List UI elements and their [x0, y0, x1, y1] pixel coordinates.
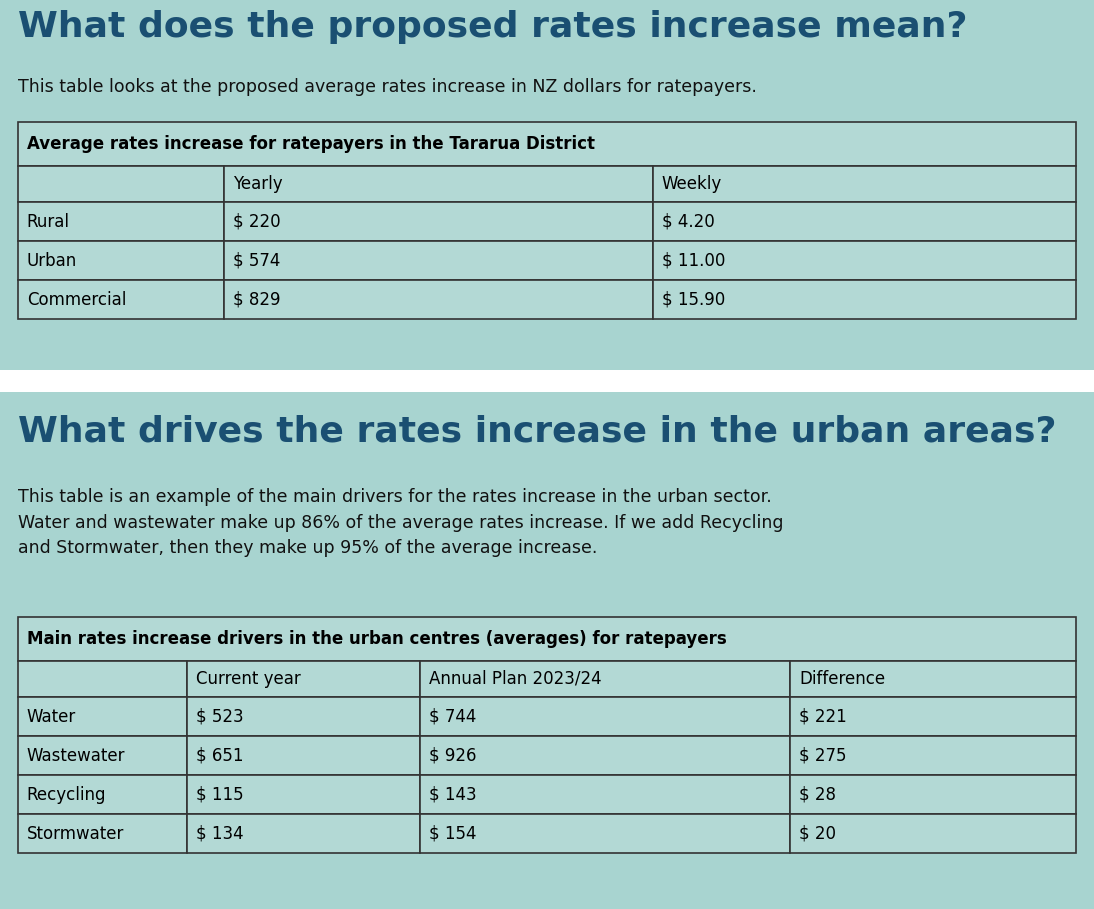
Bar: [187, 661, 420, 697]
Bar: [224, 280, 653, 319]
Bar: [420, 814, 790, 854]
Bar: [18, 241, 224, 280]
Text: $ 829: $ 829: [233, 291, 280, 309]
Text: $ 926: $ 926: [429, 746, 476, 764]
Text: Current year: Current year: [196, 670, 301, 688]
Text: Rural: Rural: [26, 213, 70, 231]
Text: $ 221: $ 221: [799, 707, 847, 725]
Text: $ 744: $ 744: [429, 707, 476, 725]
Text: $ 220: $ 220: [233, 213, 281, 231]
Text: Average rates increase for ratepayers in the Tararua District: Average rates increase for ratepayers in…: [26, 135, 595, 153]
Bar: [18, 122, 1076, 165]
Bar: [18, 280, 224, 319]
Bar: [224, 241, 653, 280]
Bar: [18, 661, 187, 697]
Bar: [18, 697, 187, 736]
Text: $ 143: $ 143: [429, 785, 476, 804]
Bar: [790, 736, 1076, 775]
Text: Stormwater: Stormwater: [26, 824, 124, 843]
Bar: [420, 775, 790, 814]
Bar: [790, 661, 1076, 697]
Bar: [420, 661, 790, 697]
Bar: [187, 736, 420, 775]
Bar: [653, 280, 1076, 319]
Bar: [18, 165, 224, 202]
Text: $ 523: $ 523: [196, 707, 244, 725]
Text: Commercial: Commercial: [26, 291, 126, 309]
Text: Difference: Difference: [799, 670, 885, 688]
Text: $ 574: $ 574: [233, 252, 280, 270]
Bar: [653, 165, 1076, 202]
Bar: [224, 202, 653, 241]
Text: $ 134: $ 134: [196, 824, 244, 843]
Bar: [653, 202, 1076, 241]
Bar: [187, 814, 420, 854]
Text: $ 28: $ 28: [799, 785, 836, 804]
Text: $ 154: $ 154: [429, 824, 476, 843]
Bar: [18, 202, 224, 241]
Bar: [790, 814, 1076, 854]
Bar: [18, 736, 187, 775]
Text: $ 275: $ 275: [799, 746, 847, 764]
Bar: [653, 241, 1076, 280]
Bar: [18, 775, 187, 814]
Bar: [790, 697, 1076, 736]
Text: Urban: Urban: [26, 252, 77, 270]
Text: $ 4.20: $ 4.20: [662, 213, 714, 231]
Bar: [224, 165, 653, 202]
Bar: [187, 775, 420, 814]
Text: What does the proposed rates increase mean?: What does the proposed rates increase me…: [18, 10, 967, 44]
Text: $ 15.90: $ 15.90: [662, 291, 725, 309]
Text: $ 651: $ 651: [196, 746, 244, 764]
Text: Wastewater: Wastewater: [26, 746, 125, 764]
Text: Weekly: Weekly: [662, 175, 722, 193]
Text: Water: Water: [26, 707, 75, 725]
Bar: [790, 775, 1076, 814]
Bar: [18, 814, 187, 854]
Bar: [420, 736, 790, 775]
Text: $ 115: $ 115: [196, 785, 244, 804]
Text: $ 20: $ 20: [799, 824, 836, 843]
Bar: [0, 370, 1094, 392]
Text: $ 11.00: $ 11.00: [662, 252, 725, 270]
Text: This table looks at the proposed average rates increase in NZ dollars for ratepa: This table looks at the proposed average…: [18, 78, 757, 96]
Text: This table is an example of the main drivers for the rates increase in the urban: This table is an example of the main dri…: [18, 488, 783, 557]
Bar: [18, 617, 1076, 661]
Text: Main rates increase drivers in the urban centres (averages) for ratepayers: Main rates increase drivers in the urban…: [26, 630, 726, 648]
Text: Recycling: Recycling: [26, 785, 106, 804]
Bar: [420, 697, 790, 736]
Text: Annual Plan 2023/24: Annual Plan 2023/24: [429, 670, 602, 688]
Text: Yearly: Yearly: [233, 175, 282, 193]
Text: What drives the rates increase in the urban areas?: What drives the rates increase in the ur…: [18, 415, 1057, 449]
Bar: [187, 697, 420, 736]
